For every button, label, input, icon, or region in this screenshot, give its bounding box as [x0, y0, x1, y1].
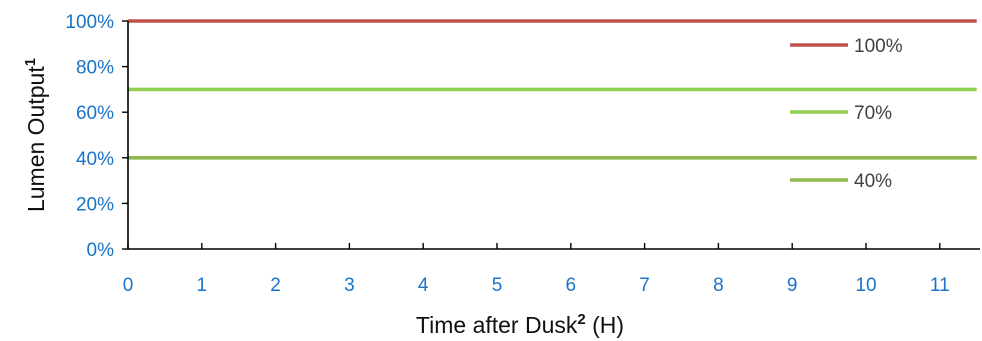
x-tick-label: 0 — [123, 275, 134, 296]
x-tick-label: 10 — [855, 275, 876, 296]
x-tick-label: 7 — [639, 275, 650, 296]
y-tick-label: 60% — [76, 103, 114, 124]
x-tick-label: 9 — [787, 275, 798, 296]
y-tick-label: 0% — [87, 240, 115, 261]
x-tick-label: 5 — [492, 275, 503, 296]
x-tick-label: 11 — [930, 275, 950, 296]
y-axis-title: Lumen Output1 — [22, 58, 49, 212]
x-tick-label: 1 — [197, 275, 208, 296]
legend: 100% 70% 40% — [790, 36, 903, 192]
x-tick-label: 4 — [418, 275, 429, 296]
legend-label-2: 70% — [854, 103, 892, 124]
y-tick-label: 40% — [76, 149, 114, 170]
y-tick-label: 80% — [76, 58, 114, 79]
y-tick-label: 100% — [65, 12, 114, 33]
x-tick-label: 3 — [344, 275, 355, 296]
x-tick-label: 8 — [713, 275, 724, 296]
series-layer — [128, 19, 977, 160]
y-tick-label: 20% — [76, 194, 114, 215]
x-tick-label: 6 — [566, 275, 577, 296]
legend-label-1: 100% — [854, 36, 903, 57]
axes-layer: 0% 20% 40% 60% 80% 100% 0 1 2 3 4 5 6 7 8 9 10 11 — [65, 12, 980, 296]
legend-label-3: 40% — [854, 171, 892, 192]
x-tick-label: 2 — [270, 275, 281, 296]
x-axis-title: Time after Dusk2 (H) — [416, 311, 624, 338]
